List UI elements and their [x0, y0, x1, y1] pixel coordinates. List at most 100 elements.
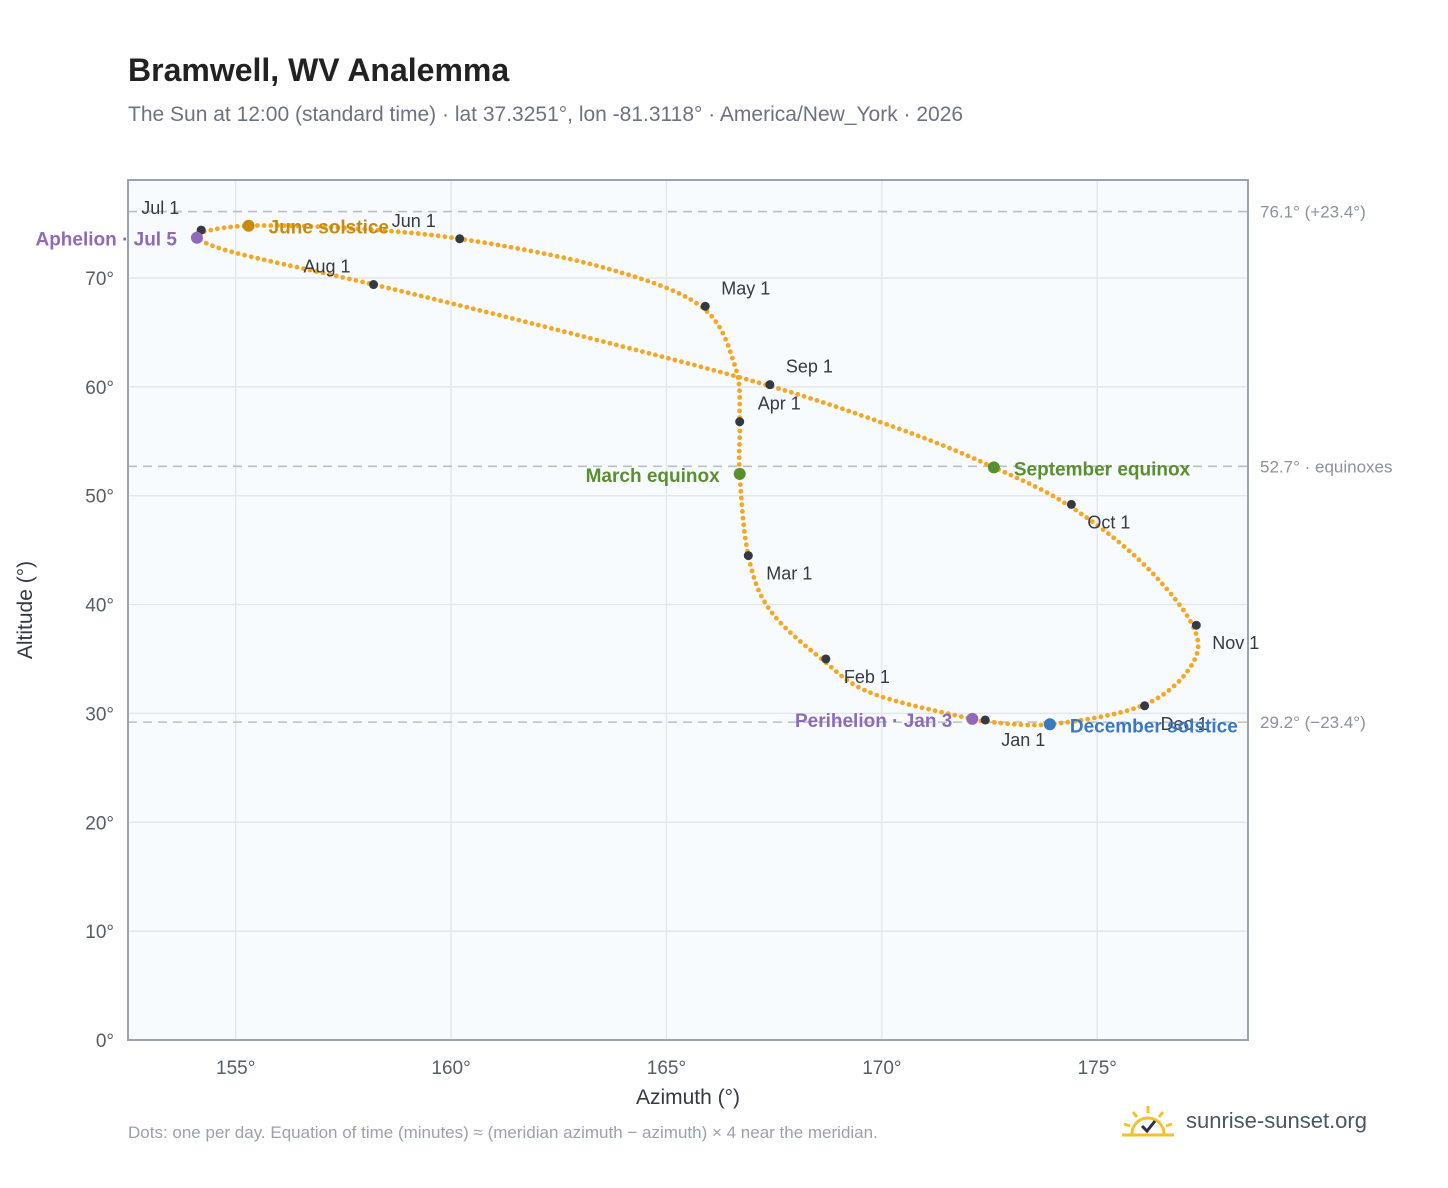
daily-sun-dot [736, 455, 742, 461]
daily-sun-dot [778, 620, 784, 626]
daily-sun-dot [688, 297, 694, 302]
daily-sun-dot [919, 705, 925, 711]
daily-sun-dot [922, 435, 927, 441]
daily-sun-dot [1111, 711, 1117, 717]
daily-sun-dot [477, 308, 483, 313]
brand[interactable]: sunrise-sunset.org [1120, 1104, 1367, 1138]
daily-sun-dot [1089, 519, 1095, 524]
daily-sun-dot [896, 426, 902, 432]
daily-sun-dot [788, 630, 793, 635]
y-tick-label: 40° [85, 596, 114, 617]
month-marker-label: Sep 1 [786, 357, 833, 377]
daily-sun-dot [1050, 493, 1056, 499]
daily-sun-dot [762, 599, 767, 605]
daily-sun-dot [1026, 481, 1032, 486]
daily-sun-dot [288, 263, 293, 269]
daily-sun-dot [977, 458, 983, 464]
daily-sun-dot [301, 266, 306, 271]
daily-sun-dot [751, 575, 757, 580]
y-tick-label: 60° [85, 378, 114, 399]
daily-sun-dot [953, 448, 959, 454]
daily-sun-dot [444, 300, 450, 305]
daily-sun-dot [725, 343, 731, 348]
daily-sun-dot [788, 389, 794, 395]
daily-sun-dot [1038, 487, 1044, 492]
daily-sun-dot [939, 709, 944, 715]
daily-sun-dot [846, 408, 852, 414]
daily-sun-dot [1106, 531, 1111, 537]
daily-sun-dot [756, 380, 762, 386]
special-point [987, 461, 1000, 474]
month-marker-label: Mar 1 [766, 564, 812, 584]
daily-sun-dot [1164, 586, 1170, 592]
daily-sun-dot [827, 402, 833, 407]
daily-sun-dot [1078, 511, 1084, 517]
daily-sun-dot [409, 230, 414, 236]
daily-sun-dot [308, 223, 314, 229]
daily-sun-dot [742, 529, 747, 534]
daily-sun-dot [274, 260, 280, 266]
daily-sun-dot [261, 223, 267, 228]
daily-sun-dot [1146, 566, 1151, 572]
daily-sun-dot [1038, 722, 1044, 728]
daily-sun-dot [581, 334, 587, 339]
daily-sun-dot [1105, 713, 1110, 718]
reference-line-label: 76.1° (+23.4°) [1260, 203, 1366, 222]
daily-sun-dot [470, 306, 476, 312]
daily-sun-dot [874, 692, 880, 698]
month-marker [369, 280, 379, 290]
month-marker-label: Aug 1 [304, 257, 351, 277]
daily-sun-dot [971, 456, 977, 461]
daily-sun-dot [747, 562, 753, 567]
daily-sun-dot [705, 366, 710, 371]
daily-sun-dot [776, 386, 781, 391]
daily-sun-dot [1058, 720, 1064, 726]
daily-sun-dot [562, 329, 567, 335]
daily-sun-dot [734, 368, 739, 374]
daily-sun-dot [375, 227, 381, 233]
daily-sun-dot [307, 267, 313, 273]
daily-sun-dot [958, 714, 964, 719]
daily-sun-dot [429, 232, 434, 238]
daily-sun-dot [548, 252, 553, 258]
daily-sun-dot [389, 228, 394, 234]
daily-sun-dot [626, 272, 631, 278]
daily-sun-dot [1136, 557, 1142, 563]
daily-sun-dot [676, 291, 682, 296]
daily-sun-dot [739, 502, 745, 508]
daily-sun-dot [736, 381, 742, 387]
daily-sun-dot [884, 422, 890, 427]
daily-sun-dot [549, 326, 554, 331]
month-marker-label: May 1 [721, 278, 770, 298]
daily-sun-dot [457, 303, 463, 308]
daily-sun-dot [633, 347, 639, 353]
daily-sun-dot [1078, 717, 1084, 723]
daily-sun-dot [753, 581, 759, 587]
daily-sun-dot [685, 361, 691, 366]
y-tick-label: 20° [85, 813, 114, 834]
daily-sun-dot [242, 252, 248, 258]
month-marker [821, 654, 831, 664]
y-tick-label: 50° [85, 487, 114, 508]
daily-sun-dot [965, 453, 971, 459]
daily-sun-dot [1141, 562, 1147, 567]
daily-sun-dot [606, 266, 612, 272]
daily-sun-dot [1172, 596, 1178, 602]
daily-sun-dot [773, 615, 779, 621]
month-marker-label: Dec 1 [1161, 714, 1208, 734]
special-point [190, 231, 203, 244]
daily-sun-dot [1168, 591, 1174, 597]
daily-sun-dot [717, 369, 723, 375]
daily-sun-dot [1177, 602, 1182, 607]
daily-sun-dot [852, 410, 858, 416]
daily-sun-dot [692, 362, 697, 368]
daily-sun-dot [594, 263, 599, 268]
daily-sun-dot [464, 304, 470, 310]
daily-sun-dot [295, 223, 301, 229]
daily-sun-dot [984, 461, 989, 467]
daily-sun-dot [1166, 687, 1172, 693]
brand-name: sunrise-sunset.org [1186, 1108, 1367, 1133]
daily-sun-dot [528, 248, 534, 254]
daily-sun-dot [743, 376, 749, 382]
daily-sun-dot [1176, 678, 1182, 684]
